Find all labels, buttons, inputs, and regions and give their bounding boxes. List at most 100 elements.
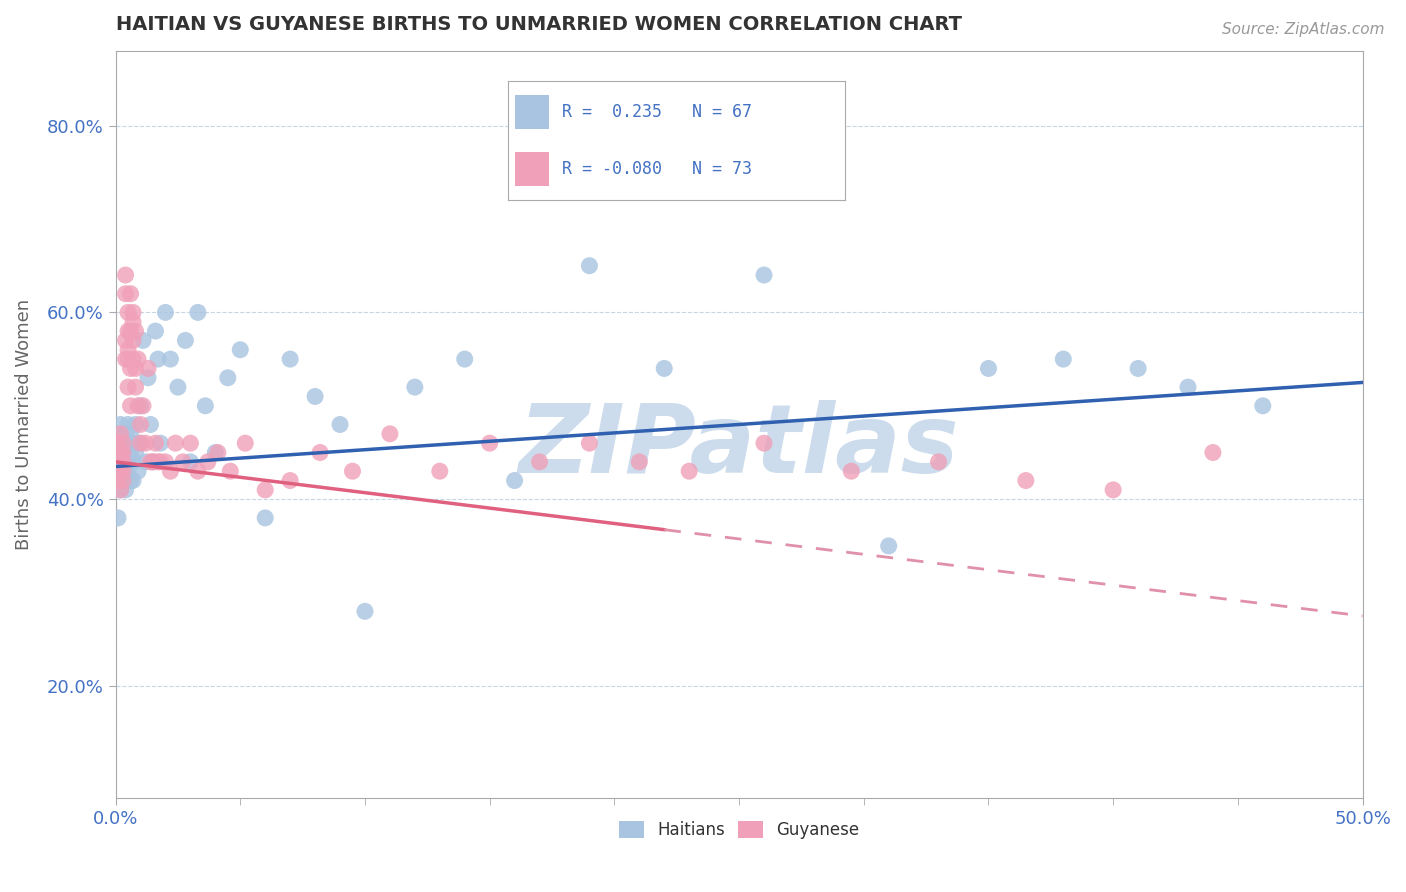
Point: [1251, 399, 1274, 413]
Point: [179, 436, 201, 450]
Point: [107, 445, 129, 459]
Point: [110, 464, 132, 478]
Point: [124, 417, 146, 432]
Point: [578, 436, 600, 450]
Point: [1052, 352, 1074, 367]
Point: [107, 464, 129, 478]
Point: [132, 399, 155, 413]
Point: [114, 334, 136, 348]
Point: [114, 483, 136, 497]
Point: [142, 455, 165, 469]
Point: [159, 352, 181, 367]
Point: [114, 268, 136, 282]
Point: [478, 436, 501, 450]
Point: [207, 445, 229, 459]
Point: [174, 334, 197, 348]
Y-axis label: Births to Unmarried Women: Births to Unmarried Women: [15, 299, 32, 550]
Point: [129, 399, 152, 413]
Point: [1015, 474, 1038, 488]
Point: [678, 464, 700, 478]
Point: [145, 436, 167, 450]
Text: HAITIAN VS GUYANESE BIRTHS TO UNMARRIED WOMEN CORRELATION CHART: HAITIAN VS GUYANESE BIRTHS TO UNMARRIED …: [115, 15, 962, 34]
Point: [107, 474, 129, 488]
Point: [110, 436, 132, 450]
Point: [155, 305, 177, 319]
Point: [110, 417, 132, 432]
Point: [652, 361, 675, 376]
Point: [752, 436, 775, 450]
Point: [120, 399, 142, 413]
Point: [110, 483, 132, 497]
Point: [134, 455, 156, 469]
Point: [117, 417, 139, 432]
Point: [149, 436, 172, 450]
Point: [120, 474, 142, 488]
Point: [132, 334, 155, 348]
Point: [329, 417, 352, 432]
Point: [129, 436, 152, 450]
Point: [110, 445, 132, 459]
Point: [124, 324, 146, 338]
Point: [129, 417, 152, 432]
Point: [114, 286, 136, 301]
Point: [136, 371, 159, 385]
Point: [578, 259, 600, 273]
Point: [110, 464, 132, 478]
Point: [187, 464, 209, 478]
Point: [454, 352, 477, 367]
Point: [112, 474, 135, 488]
Point: [122, 474, 145, 488]
Point: [124, 361, 146, 376]
Point: [928, 455, 950, 469]
Point: [122, 436, 145, 450]
Point: [146, 455, 169, 469]
Point: [167, 380, 190, 394]
Point: [117, 352, 139, 367]
Point: [233, 436, 256, 450]
Point: [529, 455, 551, 469]
Text: ZIPatlas: ZIPatlas: [519, 401, 959, 493]
Point: [254, 483, 277, 497]
Point: [117, 305, 139, 319]
Point: [219, 464, 242, 478]
Point: [136, 361, 159, 376]
Point: [110, 464, 132, 478]
Point: [107, 511, 129, 525]
Legend: Haitians, Guyanese: Haitians, Guyanese: [612, 814, 866, 846]
Point: [503, 474, 526, 488]
Point: [120, 445, 142, 459]
Point: [117, 436, 139, 450]
Point: [229, 343, 252, 357]
Point: [122, 315, 145, 329]
Point: [120, 361, 142, 376]
Point: [839, 464, 862, 478]
Point: [159, 464, 181, 478]
Point: [127, 399, 149, 413]
Point: [977, 361, 1000, 376]
Point: [114, 352, 136, 367]
Point: [628, 455, 651, 469]
Point: [172, 455, 194, 469]
Point: [179, 455, 201, 469]
Point: [145, 324, 167, 338]
Point: [112, 474, 135, 488]
Point: [107, 474, 129, 488]
Point: [187, 305, 209, 319]
Point: [114, 455, 136, 469]
Point: [120, 324, 142, 338]
Point: [122, 352, 145, 367]
Point: [155, 455, 177, 469]
Point: [127, 464, 149, 478]
Point: [120, 426, 142, 441]
Point: [139, 417, 162, 432]
Point: [1102, 483, 1125, 497]
Point: [122, 334, 145, 348]
Point: [309, 445, 332, 459]
Point: [752, 268, 775, 282]
Point: [114, 464, 136, 478]
Point: [194, 399, 217, 413]
Point: [217, 371, 239, 385]
Point: [129, 436, 152, 450]
Point: [122, 455, 145, 469]
Point: [114, 426, 136, 441]
